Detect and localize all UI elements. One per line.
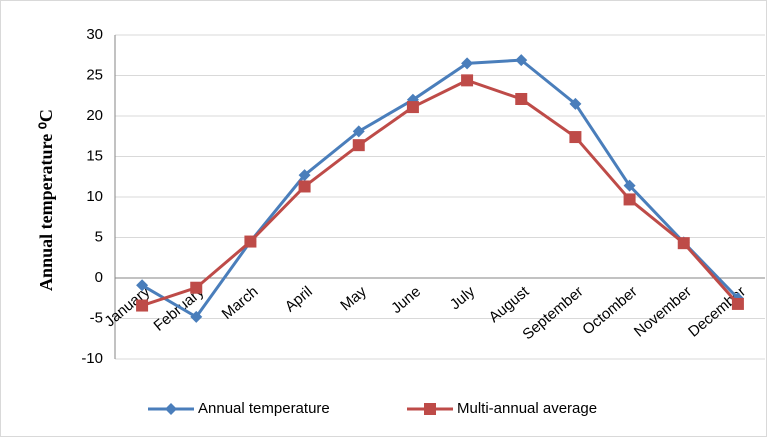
y-tick-label: 30 — [86, 26, 103, 43]
marker — [298, 169, 311, 182]
marker — [190, 310, 203, 323]
marker — [461, 74, 474, 87]
legend-marker — [424, 403, 436, 415]
marker — [406, 101, 419, 114]
marker — [244, 235, 257, 248]
y-tick-label: 20 — [86, 107, 103, 124]
series-line — [141, 78, 740, 307]
marker — [352, 139, 365, 152]
marker — [569, 97, 582, 110]
y-tick-label: 25 — [86, 66, 103, 83]
marker — [623, 179, 636, 192]
y-tick-label: 15 — [86, 147, 103, 164]
y-tick-label: -5 — [90, 309, 103, 326]
marker — [190, 281, 203, 294]
marker — [515, 54, 528, 67]
marker — [731, 297, 744, 310]
series-line — [141, 58, 739, 319]
marker — [623, 193, 636, 206]
marker — [677, 237, 690, 250]
marker — [136, 279, 149, 292]
marker — [515, 92, 528, 105]
legend-label: Annual temperature — [198, 400, 330, 417]
marker — [298, 180, 311, 193]
marker — [461, 57, 474, 70]
y-tick-label: 0 — [95, 269, 103, 286]
y-axis-label: Annual temperature ⁰C — [36, 109, 56, 291]
y-tick-label: 5 — [95, 228, 103, 245]
marker — [136, 299, 149, 312]
legend-marker — [165, 403, 177, 415]
y-tick-label: 10 — [86, 188, 103, 205]
marker — [352, 125, 365, 138]
marker — [569, 131, 582, 144]
legend-label: Multi-annual average — [457, 400, 597, 417]
y-tick-label: -10 — [81, 350, 103, 367]
